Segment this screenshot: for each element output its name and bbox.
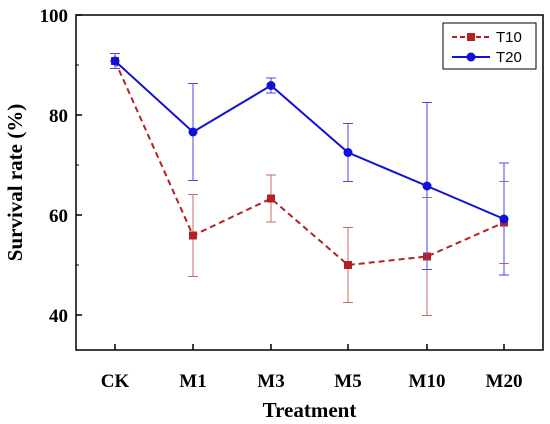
legend-label-T10: T10 bbox=[496, 29, 522, 46]
x-tick-label: M5 bbox=[334, 371, 361, 392]
y-axis-title: Survival rate (%) bbox=[3, 104, 27, 261]
data-point bbox=[343, 148, 353, 157]
plot-frame bbox=[75, 14, 544, 351]
y-tick-label: 80 bbox=[49, 106, 68, 127]
data-point bbox=[422, 181, 432, 191]
legend-marker-T10 bbox=[467, 33, 475, 41]
data-point bbox=[110, 56, 120, 66]
series-line bbox=[114, 60, 505, 267]
legend-marker-T20 bbox=[466, 52, 476, 62]
x-tick-label: M1 bbox=[179, 371, 206, 392]
x-tick-label: M20 bbox=[486, 371, 523, 392]
legend-box bbox=[442, 22, 537, 70]
y-tick-label: 60 bbox=[49, 206, 68, 227]
x-tick-label: M3 bbox=[257, 371, 284, 392]
x-tick-label: CK bbox=[101, 371, 130, 392]
data-point bbox=[188, 127, 198, 137]
series-line bbox=[114, 60, 505, 220]
data-point bbox=[344, 261, 352, 269]
series-layer bbox=[110, 53, 509, 316]
data-point bbox=[499, 214, 509, 224]
x-tick-label: M10 bbox=[409, 371, 446, 392]
data-point bbox=[267, 194, 275, 203]
series-T10 bbox=[110, 53, 509, 316]
x-axis-title: Treatment bbox=[263, 398, 357, 422]
y-tick-label: 40 bbox=[49, 306, 68, 327]
y-axis: 40 60 80 100 bbox=[40, 6, 82, 327]
series-T20 bbox=[110, 53, 509, 276]
data-point bbox=[189, 231, 197, 240]
legend-label-T20: T20 bbox=[496, 49, 522, 66]
data-point bbox=[266, 81, 276, 90]
x-axis: CK M1 M3 M5 M10 M20 bbox=[101, 344, 523, 392]
y-tick-label: 100 bbox=[40, 6, 69, 27]
